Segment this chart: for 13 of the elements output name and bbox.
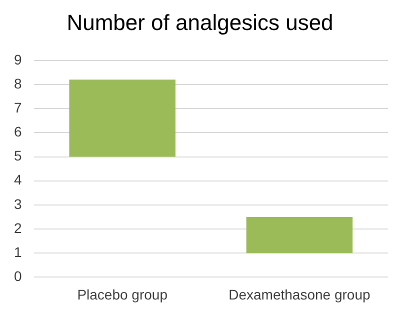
- y-tick-label: 6: [14, 124, 22, 140]
- y-tick-label: 1: [14, 244, 22, 260]
- y-tick-label: 8: [14, 75, 22, 92]
- chart-title: Number of analgesics used: [66, 10, 334, 37]
- y-tick-label: 7: [14, 99, 22, 116]
- y-tick-label: 2: [14, 220, 22, 236]
- y-tick-label: 5: [14, 148, 22, 164]
- x-tick-label: Dexamethasone group: [228, 286, 370, 302]
- y-tick-label: 3: [14, 196, 22, 212]
- y-tick-label: 0: [14, 268, 22, 284]
- x-tick-label: Placebo group: [77, 286, 168, 302]
- y-tick-label: 4: [14, 172, 22, 188]
- y-tick-label: 9: [14, 51, 22, 68]
